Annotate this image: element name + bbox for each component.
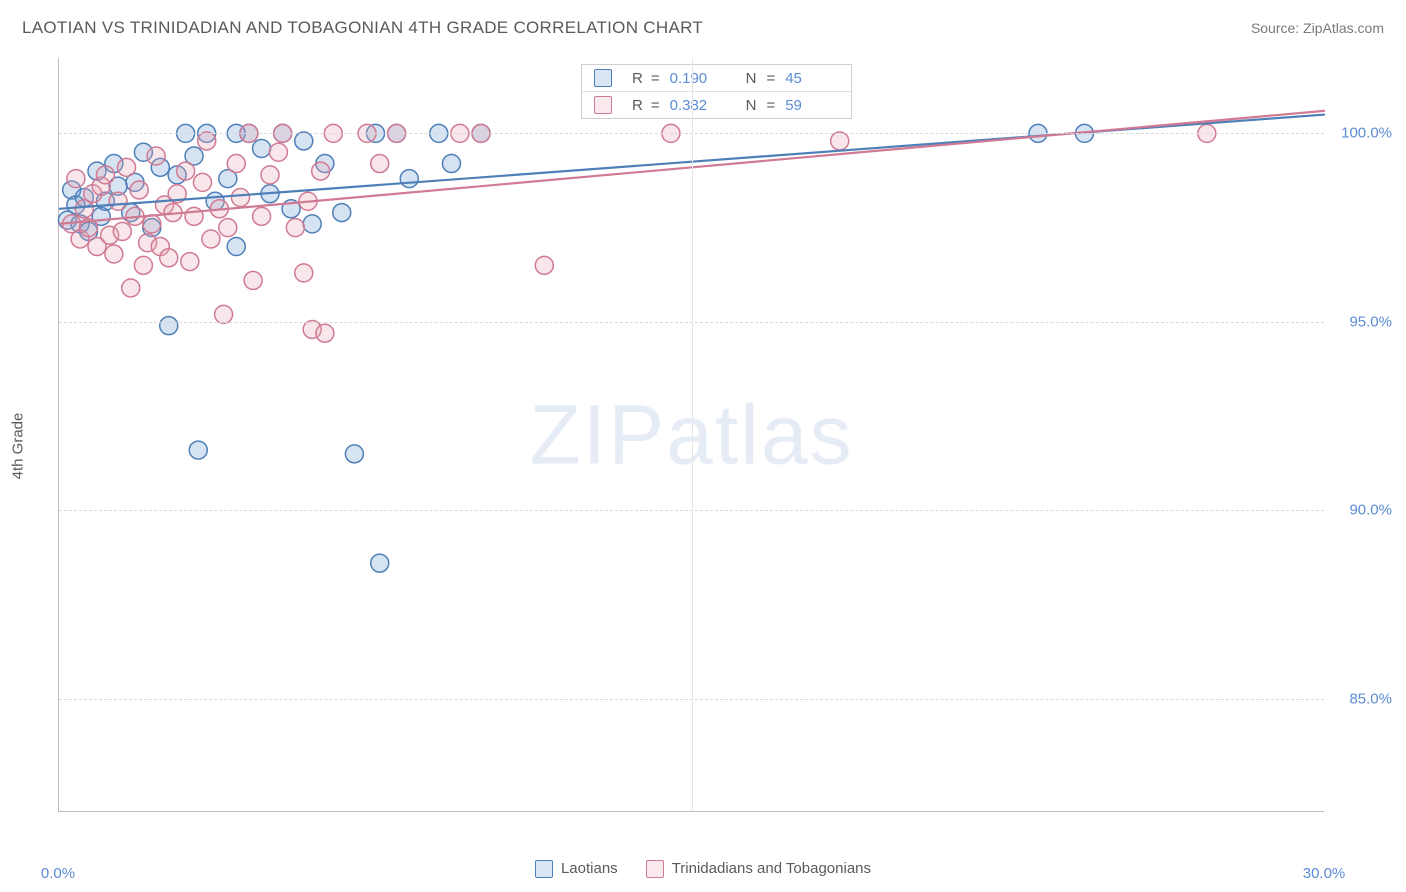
legend-row: R = 0.190 N = 45 [582, 65, 851, 91]
data-point [442, 155, 460, 173]
data-point [286, 219, 304, 237]
data-point [227, 238, 245, 256]
legend-r-label: R [632, 97, 643, 114]
data-point [215, 305, 233, 323]
legend-r-value: 0.382 [670, 97, 724, 114]
data-point [109, 192, 127, 210]
data-point [303, 215, 321, 233]
series-legend: Laotians Trinidadians and Tobagonians [0, 860, 1406, 878]
legend-eq: = [651, 70, 660, 87]
legend-r-label: R [632, 70, 643, 87]
source-attribution: Source: ZipAtlas.com [1251, 20, 1384, 36]
plot-area: ZIPatlas R=0.190N=45R=0.382N=59 [58, 58, 1324, 812]
data-point [312, 162, 330, 180]
legend-swatch [594, 69, 612, 87]
x-tick-label: 30.0% [1303, 865, 1346, 882]
legend-swatch [594, 96, 612, 114]
data-point [134, 256, 152, 274]
legend-swatch [646, 860, 664, 878]
legend-n-label: N [746, 70, 757, 87]
data-point [535, 256, 553, 274]
legend-swatch [535, 860, 553, 878]
legend-eq: = [766, 97, 775, 114]
legend-n-value: 59 [785, 97, 839, 114]
data-point [400, 170, 418, 188]
y-tick-label: 85.0% [1349, 690, 1392, 707]
y-tick-label: 95.0% [1349, 313, 1392, 330]
data-point [118, 158, 136, 176]
data-point [181, 253, 199, 271]
data-point [261, 166, 279, 184]
chart-title: LAOTIAN VS TRINIDADIAN AND TOBAGONIAN 4T… [22, 18, 703, 38]
data-point [113, 222, 131, 240]
data-point [130, 181, 148, 199]
data-point [96, 166, 114, 184]
legend-n-value: 45 [785, 70, 839, 87]
data-point [160, 249, 178, 267]
data-point [189, 441, 207, 459]
legend-item: Trinidadians and Tobagonians [646, 860, 871, 878]
legend-r-value: 0.190 [670, 70, 724, 87]
y-axis-label: 4th Grade [10, 413, 27, 480]
data-point [227, 155, 245, 173]
data-point [219, 219, 237, 237]
correlation-legend: R = 0.190 N = 45 R = 0.382 N = 59 [581, 64, 852, 119]
data-point [295, 132, 313, 150]
data-point [253, 139, 271, 157]
data-point [269, 143, 287, 161]
data-point [202, 230, 220, 248]
data-point [198, 132, 216, 150]
y-tick-label: 100.0% [1341, 125, 1392, 142]
legend-series-name: Trinidadians and Tobagonians [672, 860, 871, 877]
data-point [193, 173, 211, 191]
data-point [231, 188, 249, 206]
data-point [147, 147, 165, 165]
data-point [122, 279, 140, 297]
data-point [295, 264, 313, 282]
legend-item: Laotians [535, 860, 618, 878]
data-point [244, 271, 262, 289]
data-point [345, 445, 363, 463]
legend-row: R = 0.382 N = 59 [582, 91, 851, 118]
legend-series-name: Laotians [561, 860, 618, 877]
legend-n-label: N [746, 97, 757, 114]
data-point [185, 207, 203, 225]
data-point [316, 324, 334, 342]
legend-eq: = [651, 97, 660, 114]
data-point [253, 207, 271, 225]
data-point [371, 155, 389, 173]
data-point [333, 204, 351, 222]
data-point [371, 554, 389, 572]
data-point [67, 170, 85, 188]
data-point [177, 162, 195, 180]
data-point [105, 245, 123, 263]
x-tick-label: 0.0% [41, 865, 75, 882]
gridline-v [692, 58, 693, 811]
data-point [143, 215, 161, 233]
data-point [160, 317, 178, 335]
y-tick-label: 90.0% [1349, 502, 1392, 519]
legend-eq: = [766, 70, 775, 87]
data-point [831, 132, 849, 150]
